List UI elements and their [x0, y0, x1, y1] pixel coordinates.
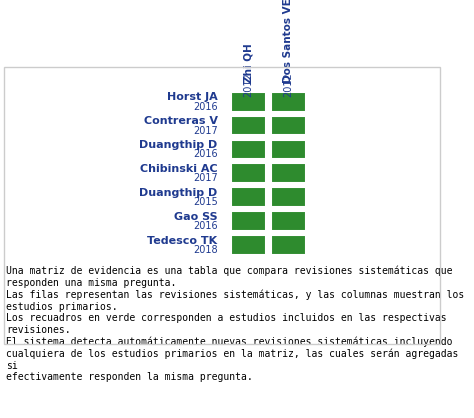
Text: Horst JA: Horst JA	[167, 92, 218, 102]
Text: 2012: 2012	[283, 73, 293, 97]
Text: 2017: 2017	[193, 173, 218, 183]
FancyBboxPatch shape	[231, 116, 266, 135]
FancyBboxPatch shape	[231, 140, 266, 159]
Text: 2017: 2017	[193, 125, 218, 135]
Text: 2015: 2015	[193, 197, 218, 207]
FancyBboxPatch shape	[271, 140, 306, 159]
Text: 2018: 2018	[193, 245, 218, 255]
Text: 2016: 2016	[193, 149, 218, 159]
Text: 2012: 2012	[244, 73, 254, 97]
FancyBboxPatch shape	[271, 92, 306, 112]
FancyBboxPatch shape	[271, 116, 306, 135]
Text: Una matriz de evidencia es una tabla que compara revisiones sistemáticas que
res: Una matriz de evidencia es una tabla que…	[6, 266, 464, 382]
FancyBboxPatch shape	[271, 235, 306, 255]
FancyBboxPatch shape	[231, 211, 266, 231]
Text: 2016: 2016	[193, 221, 218, 231]
FancyBboxPatch shape	[271, 187, 306, 207]
FancyBboxPatch shape	[231, 235, 266, 255]
Text: Duangthip D: Duangthip D	[139, 140, 218, 150]
FancyBboxPatch shape	[271, 163, 306, 183]
FancyBboxPatch shape	[271, 211, 306, 231]
Text: Contreras V: Contreras V	[144, 116, 218, 126]
Text: Duangthip D: Duangthip D	[139, 188, 218, 198]
FancyBboxPatch shape	[231, 92, 266, 112]
Text: Zhi QH: Zhi QH	[244, 44, 254, 84]
Text: Tedesco TK: Tedesco TK	[147, 236, 218, 245]
FancyBboxPatch shape	[231, 163, 266, 183]
Text: Dos Santos VE: Dos Santos VE	[283, 0, 293, 84]
Text: Chibinski AC: Chibinski AC	[140, 164, 218, 174]
Text: Gao SS: Gao SS	[174, 212, 218, 222]
FancyBboxPatch shape	[231, 187, 266, 207]
Text: 2016: 2016	[193, 102, 218, 112]
